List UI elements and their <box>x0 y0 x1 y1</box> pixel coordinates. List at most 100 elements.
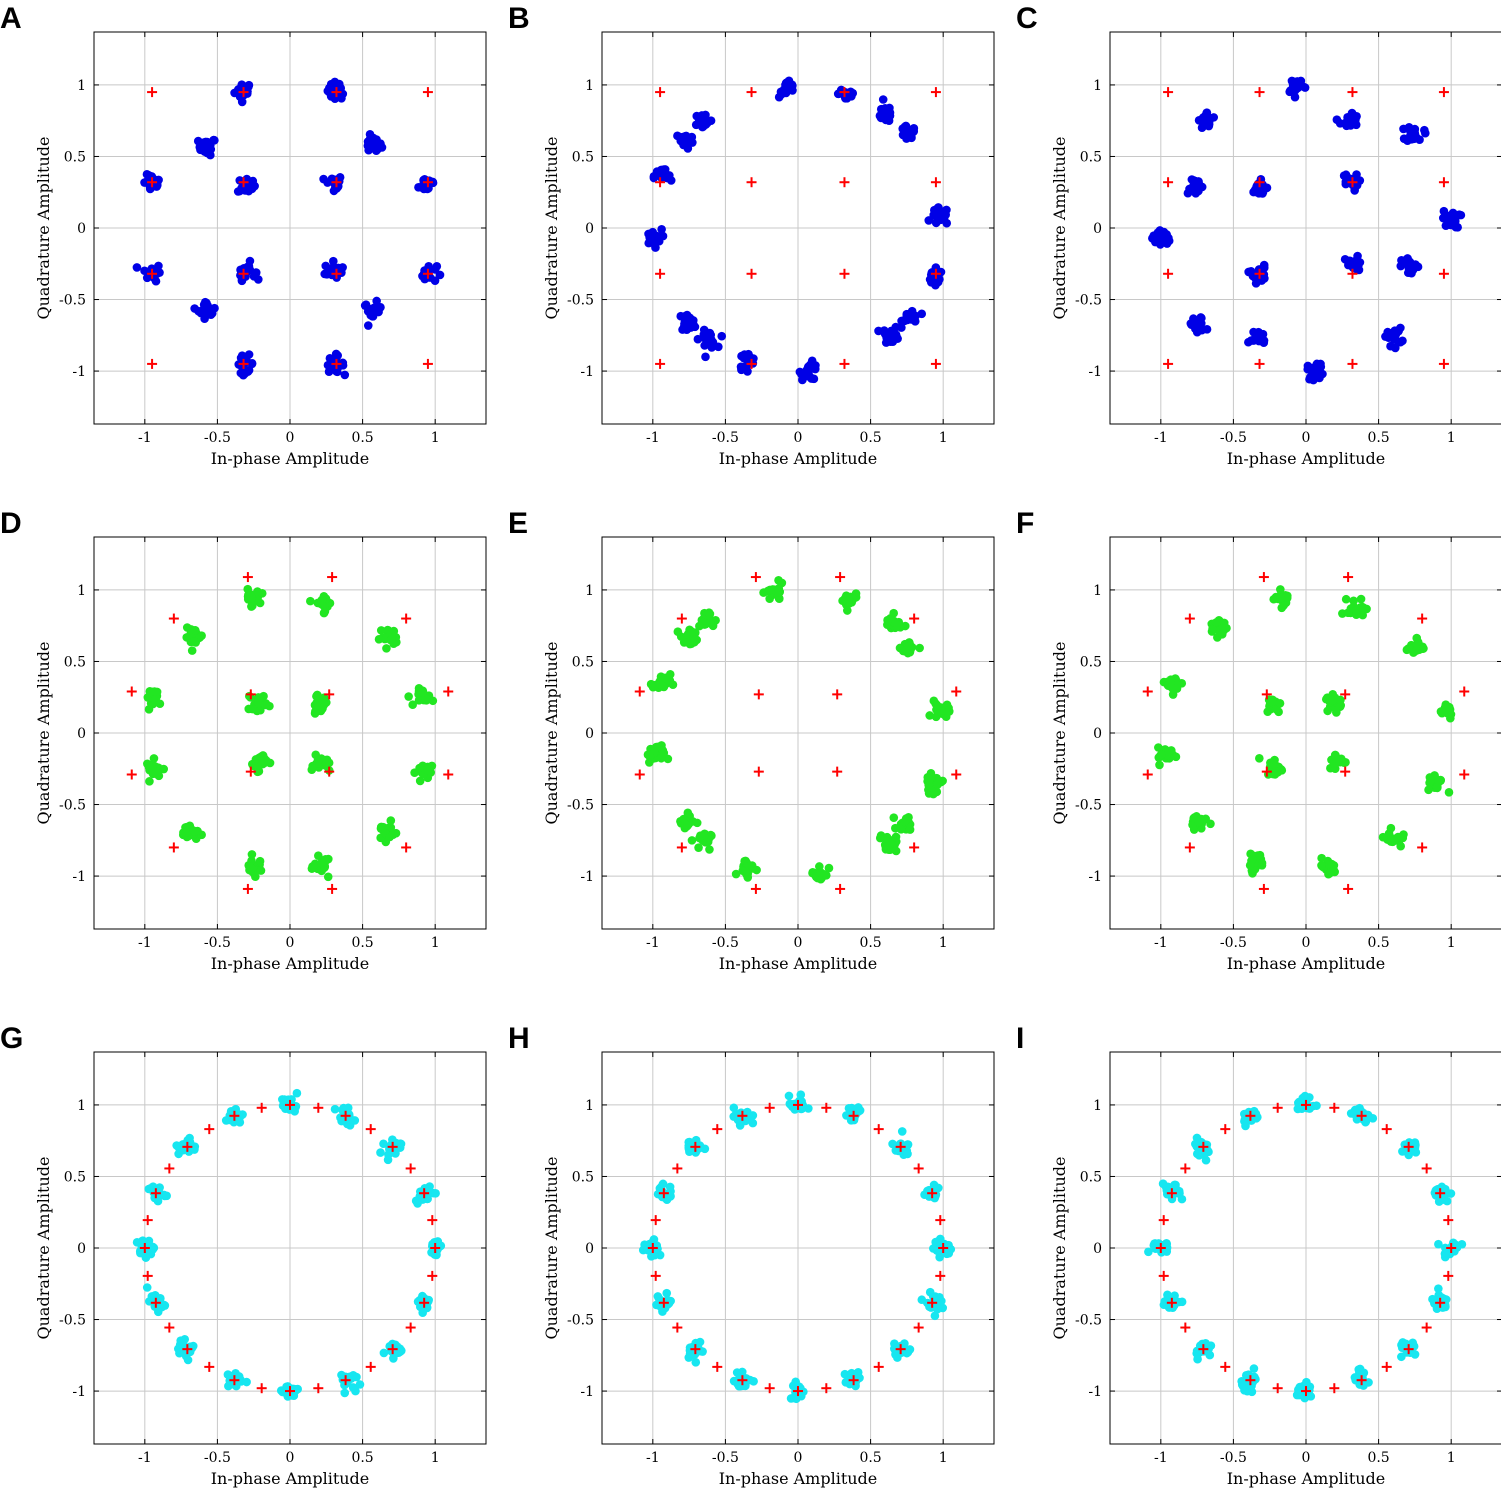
received-symbol <box>923 772 933 782</box>
reference-marker <box>1381 1361 1392 1372</box>
received-symbol <box>691 1358 701 1367</box>
reference-marker <box>164 1163 175 1174</box>
received-symbol <box>903 1149 912 1159</box>
received-symbol <box>337 1116 346 1126</box>
received-symbol <box>421 694 431 704</box>
received-symbol <box>1194 115 1204 125</box>
received-cluster <box>838 589 861 615</box>
y-tick-label: -0.5 <box>567 798 594 814</box>
received-cluster <box>374 625 401 653</box>
received-symbol <box>890 1344 899 1353</box>
received-symbol <box>379 1348 389 1358</box>
received-symbol <box>1247 1374 1256 1383</box>
received-symbol <box>915 643 924 653</box>
received-cluster <box>363 129 387 155</box>
reference-marker <box>650 1270 661 1281</box>
x-tick-label: -1 <box>646 430 660 446</box>
received-symbol <box>929 696 939 706</box>
received-symbol <box>376 626 386 635</box>
reference-marker <box>229 1110 240 1121</box>
received-cluster <box>1245 849 1267 878</box>
received-symbol <box>892 332 901 341</box>
reference-marker <box>1329 1383 1340 1394</box>
received-symbol <box>640 1240 649 1250</box>
y-tick-label: -1 <box>72 1384 86 1400</box>
panel-label: I <box>1016 1022 1024 1055</box>
received-symbol <box>888 1139 897 1149</box>
reference-marker <box>793 1386 803 1397</box>
reference-marker <box>1163 177 1174 188</box>
received-cluster <box>695 608 720 631</box>
received-symbol <box>388 830 398 840</box>
received-symbol <box>891 618 901 628</box>
received-cluster <box>646 669 678 692</box>
reference-marker <box>1184 842 1195 853</box>
received-symbol <box>1317 861 1326 870</box>
received-symbol <box>1342 121 1351 131</box>
y-tick-label: -0.5 <box>567 1313 594 1329</box>
received-cluster <box>307 851 333 882</box>
received-symbol <box>932 705 941 714</box>
y-tick-label: -1 <box>1088 1384 1102 1400</box>
reference-marker <box>229 1375 240 1386</box>
received-cluster <box>759 576 787 603</box>
reference-marker <box>746 177 757 188</box>
received-symbol <box>149 268 159 277</box>
reference-marker <box>746 268 757 279</box>
reference-marker <box>1347 358 1358 369</box>
received-symbol <box>796 1090 806 1099</box>
y-tick-label: 0 <box>585 726 594 742</box>
reference-marker <box>1403 1141 1414 1152</box>
received-cluster <box>190 297 219 324</box>
received-symbol <box>900 122 910 132</box>
received-symbol <box>338 89 348 99</box>
received-symbol <box>1358 603 1368 612</box>
received-symbol <box>679 638 689 647</box>
x-tick-label: 0.5 <box>1367 1450 1389 1466</box>
received-cluster <box>1183 175 1207 198</box>
received-symbol <box>776 87 786 97</box>
reference-marker <box>839 268 850 279</box>
reference-marker <box>1417 842 1428 853</box>
received-symbol <box>665 1182 675 1192</box>
reference-marker <box>821 1383 832 1394</box>
received-symbol <box>415 776 425 786</box>
received-symbol <box>1194 178 1203 188</box>
received-symbol <box>891 823 900 833</box>
received-symbol <box>326 79 336 89</box>
x-axis-label: In-phase Amplitude <box>1227 449 1386 468</box>
y-tick-label: 0 <box>77 1241 86 1257</box>
received-symbol <box>688 138 697 147</box>
plot-frame <box>601 536 995 930</box>
received-symbol <box>432 262 442 271</box>
received-symbol <box>737 351 746 361</box>
received-cluster <box>1332 108 1361 131</box>
received-symbol <box>687 836 697 845</box>
x-tick-label: 1 <box>1447 430 1456 446</box>
reference-marker <box>913 1163 924 1174</box>
y-tick-label: -1 <box>580 869 594 885</box>
received-symbol <box>744 349 753 359</box>
received-symbol <box>765 594 774 603</box>
reference-marker <box>245 766 256 777</box>
received-symbol <box>1275 699 1285 708</box>
received-cluster <box>1244 327 1269 348</box>
reference-marker <box>182 1141 193 1152</box>
received-symbol <box>886 337 895 346</box>
received-symbol <box>372 304 382 314</box>
y-tick-label: 0.5 <box>64 1169 86 1185</box>
received-symbol <box>905 1345 915 1354</box>
received-cluster <box>736 349 758 376</box>
received-symbol <box>1368 1114 1378 1123</box>
reference-marker <box>793 1099 803 1110</box>
received-cluster <box>1263 695 1285 717</box>
reference-marker <box>1438 87 1449 98</box>
reference-marker <box>1166 1188 1177 1199</box>
x-tick-label: 0.5 <box>351 935 373 951</box>
received-cluster <box>182 623 206 655</box>
received-symbol <box>1262 183 1272 193</box>
received-symbol <box>425 1182 434 1191</box>
x-tick-label: 0 <box>286 935 295 951</box>
received-symbol <box>348 1370 358 1380</box>
reference-marker <box>839 177 850 188</box>
